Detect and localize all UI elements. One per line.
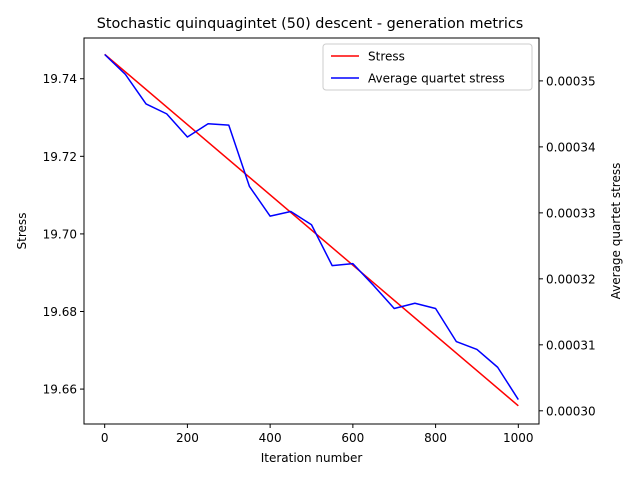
series-line-average-quartet-stress	[104, 53, 519, 400]
series-line-stress	[104, 53, 519, 407]
y-right-tick-label: 0.00033	[546, 206, 596, 220]
axes-layer: 0 200 400 600 800 1000 19.66 19.68 19.70 19.72 19.…	[43, 72, 596, 445]
x-tick-label: 800	[424, 431, 447, 445]
legend: Stress Average quartet stress	[322, 43, 533, 91]
x-tick-label: 200	[176, 431, 199, 445]
y-axis-label: Stress	[15, 213, 29, 250]
y-tick-label: 19.74	[43, 72, 77, 86]
series-layer	[104, 53, 519, 407]
y-tick-label: 19.72	[43, 150, 77, 164]
plot-frame	[83, 37, 540, 425]
y-right-tick-label: 0.00032	[546, 272, 596, 286]
x-tick-label: 1000	[503, 431, 534, 445]
legend-label-quartet: Average quartet stress	[368, 72, 505, 86]
x-tick-label: 0	[101, 431, 109, 445]
legend-label-stress: Stress	[368, 50, 405, 64]
y-tick-label: 19.66	[43, 383, 77, 397]
y-right-tick-label: 0.00030	[546, 404, 596, 418]
y-tick-label: 19.70	[43, 227, 77, 241]
y-right-tick-label: 0.00031	[546, 338, 596, 352]
legend-box	[322, 43, 533, 91]
y-axis-right-label: Average quartet stress	[609, 163, 623, 300]
y-tick-label: 19.68	[43, 305, 77, 319]
x-axis-label: Iteration number	[261, 451, 363, 465]
chart-title: Stochastic quinquagintet (50) descent - …	[97, 16, 524, 32]
y-right-tick-label: 0.00034	[546, 140, 596, 154]
x-tick-label: 400	[259, 431, 282, 445]
y-right-tick-label: 0.00035	[546, 74, 596, 88]
x-tick-label: 600	[341, 431, 364, 445]
